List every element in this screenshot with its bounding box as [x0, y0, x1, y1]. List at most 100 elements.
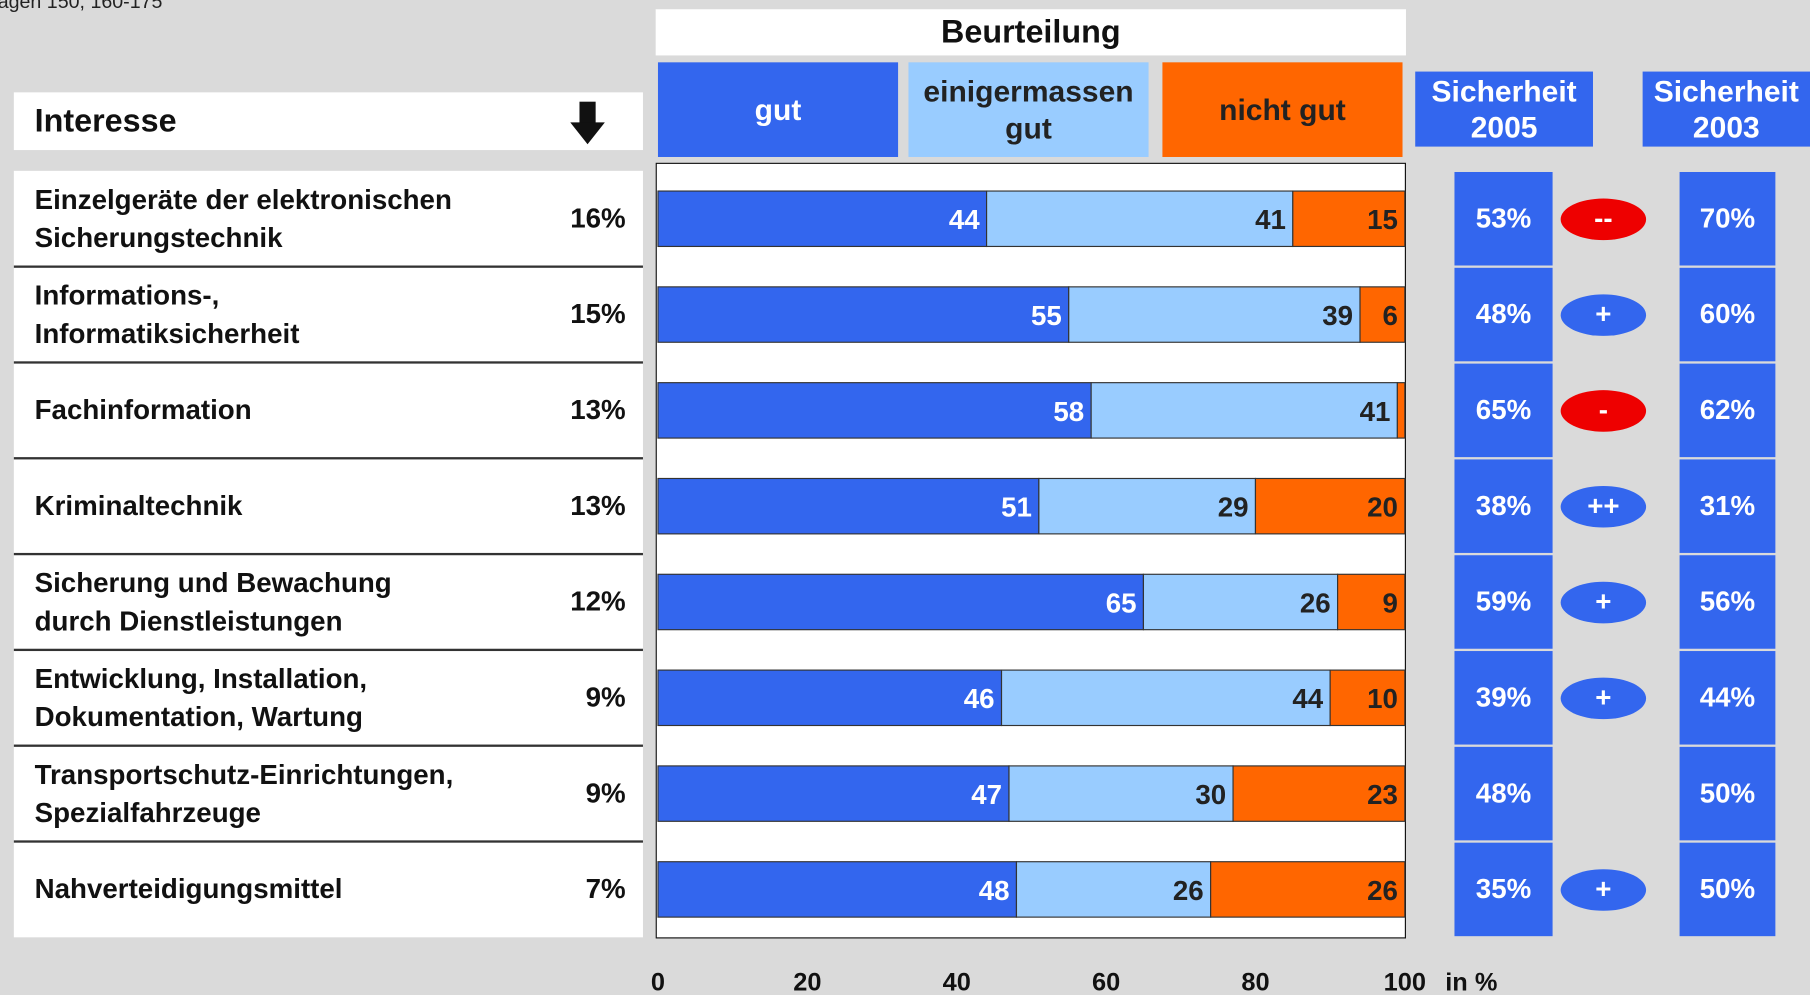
bar-value-label: 41 — [1255, 204, 1286, 235]
bar-segment — [657, 669, 1003, 727]
bar-value-label: 48 — [979, 875, 1010, 906]
legend-item: gut — [657, 62, 899, 157]
x-tick-label: 80 — [1241, 968, 1269, 995]
category-label: Einzelgeräte der elektronischen Sicherun… — [34, 184, 452, 254]
bar-segment — [657, 573, 1145, 631]
change-indicator: + — [1560, 677, 1647, 719]
security-2005-value: 65% — [1454, 363, 1553, 458]
bar-segment — [657, 477, 1040, 535]
change-indicator: + — [1560, 581, 1647, 623]
category-label: Fachinformation — [34, 394, 252, 426]
change-indicator: -- — [1560, 197, 1647, 240]
category-label: Nahverteidigungsmittel — [34, 873, 343, 906]
bar-value-label: 51 — [1001, 492, 1032, 523]
bar-segment — [657, 382, 1092, 439]
bar-segment — [986, 190, 1294, 248]
row-separator — [13, 361, 643, 364]
legend-item: nicht gut — [1162, 62, 1403, 157]
bar-value-label: 65 — [1106, 587, 1137, 618]
bar-segment — [1337, 573, 1406, 631]
category-label: Sicherung und Bewachung durch Dienstleis… — [34, 567, 392, 637]
chart-title: Beurteilung — [655, 9, 1406, 56]
category-label: Transportschutz-Einrichtungen, Spezialfa… — [34, 758, 454, 829]
x-axis-label: in % — [1445, 968, 1497, 995]
bar-value-label: 55 — [1031, 300, 1062, 331]
interest-value: 16% — [570, 202, 626, 234]
security-2003-value: 50% — [1679, 746, 1776, 841]
bar-value-label: 23 — [1367, 779, 1398, 810]
bar-value-label: 20 — [1367, 492, 1398, 523]
x-tick-label: 100 — [1384, 968, 1426, 995]
security-2005-value: 38% — [1454, 459, 1553, 553]
interest-value: 9% — [585, 681, 626, 713]
security-2005-header: Sicherheit 2005 — [1415, 71, 1593, 147]
interest-value: 13% — [570, 394, 626, 426]
bar-segment — [1008, 765, 1234, 822]
row-separator — [13, 648, 643, 652]
bar-value-label: 26 — [1300, 587, 1331, 618]
bar-value-label: 29 — [1218, 492, 1249, 523]
x-tick-label: 20 — [793, 968, 821, 995]
security-2005-value: 59% — [1454, 555, 1553, 649]
security-2003-value: 60% — [1679, 267, 1776, 362]
interest-value: 13% — [570, 490, 626, 522]
security-2005-value: 35% — [1454, 842, 1553, 937]
bar-segment — [1210, 861, 1406, 918]
bar-value-label: 6 — [1382, 300, 1397, 331]
source-note: agen 150, 160-175 — [0, 0, 163, 13]
bar-segment — [1254, 477, 1406, 535]
change-indicator: + — [1560, 293, 1647, 336]
bar-segment — [1232, 765, 1406, 822]
category-label: Entwicklung, Installation, Dokumentation… — [34, 663, 368, 733]
row-separator — [13, 840, 643, 843]
legend-item: einigermassen gut — [908, 62, 1149, 157]
change-indicator: + — [1560, 868, 1647, 911]
security-2003-header: Sicherheit 2003 — [1642, 71, 1810, 147]
security-2003-value: 31% — [1679, 459, 1776, 553]
change-indicator: - — [1560, 389, 1647, 432]
row-separator — [13, 457, 643, 460]
category-label: Kriminaltechnik — [34, 490, 243, 522]
bar-segment — [1068, 286, 1361, 343]
bar-segment — [657, 765, 1010, 822]
bar-value-label: 46 — [964, 683, 995, 714]
bar-value-label: 26 — [1367, 875, 1398, 906]
bar-segment — [1292, 190, 1406, 248]
x-tick-label: 60 — [1092, 968, 1120, 995]
row-header: Interesse — [34, 102, 177, 139]
interest-value: 7% — [585, 873, 626, 905]
bar-value-label: 9 — [1382, 587, 1397, 618]
interest-value: 9% — [585, 777, 626, 809]
bar-value-label: 58 — [1053, 396, 1084, 427]
security-2005-value: 48% — [1454, 267, 1553, 362]
bar-value-label: 44 — [1292, 683, 1323, 714]
row-separator — [13, 744, 643, 747]
security-2003-value: 56% — [1679, 555, 1776, 649]
security-2003-value: 44% — [1679, 651, 1776, 745]
bar-value-label: 15 — [1367, 204, 1398, 235]
bar-segment — [657, 286, 1070, 343]
bar-segment — [1396, 382, 1406, 439]
bar-segment — [1329, 669, 1406, 727]
security-2003-value: 70% — [1679, 171, 1776, 266]
interest-value: 15% — [570, 298, 626, 330]
security-2005-value: 53% — [1454, 171, 1553, 266]
x-tick-label: 40 — [943, 968, 971, 995]
bar-value-label: 30 — [1195, 779, 1226, 810]
bar-value-label: 10 — [1367, 683, 1398, 714]
bar-segment — [1359, 286, 1406, 343]
bar-segment — [1090, 382, 1398, 439]
bar-segment — [657, 861, 1018, 918]
row-separator — [13, 265, 643, 268]
category-label: Informations-, Informatiksicherheit — [34, 279, 300, 350]
bar-value-label: 41 — [1360, 396, 1391, 427]
security-2005-value: 39% — [1454, 651, 1553, 745]
bar-value-label: 47 — [971, 779, 1002, 810]
interest-value: 12% — [570, 585, 626, 617]
bar-value-label: 39 — [1322, 300, 1353, 331]
bar-value-label: 44 — [949, 204, 980, 235]
change-indicator: ++ — [1560, 485, 1647, 527]
security-2003-value: 62% — [1679, 363, 1776, 458]
